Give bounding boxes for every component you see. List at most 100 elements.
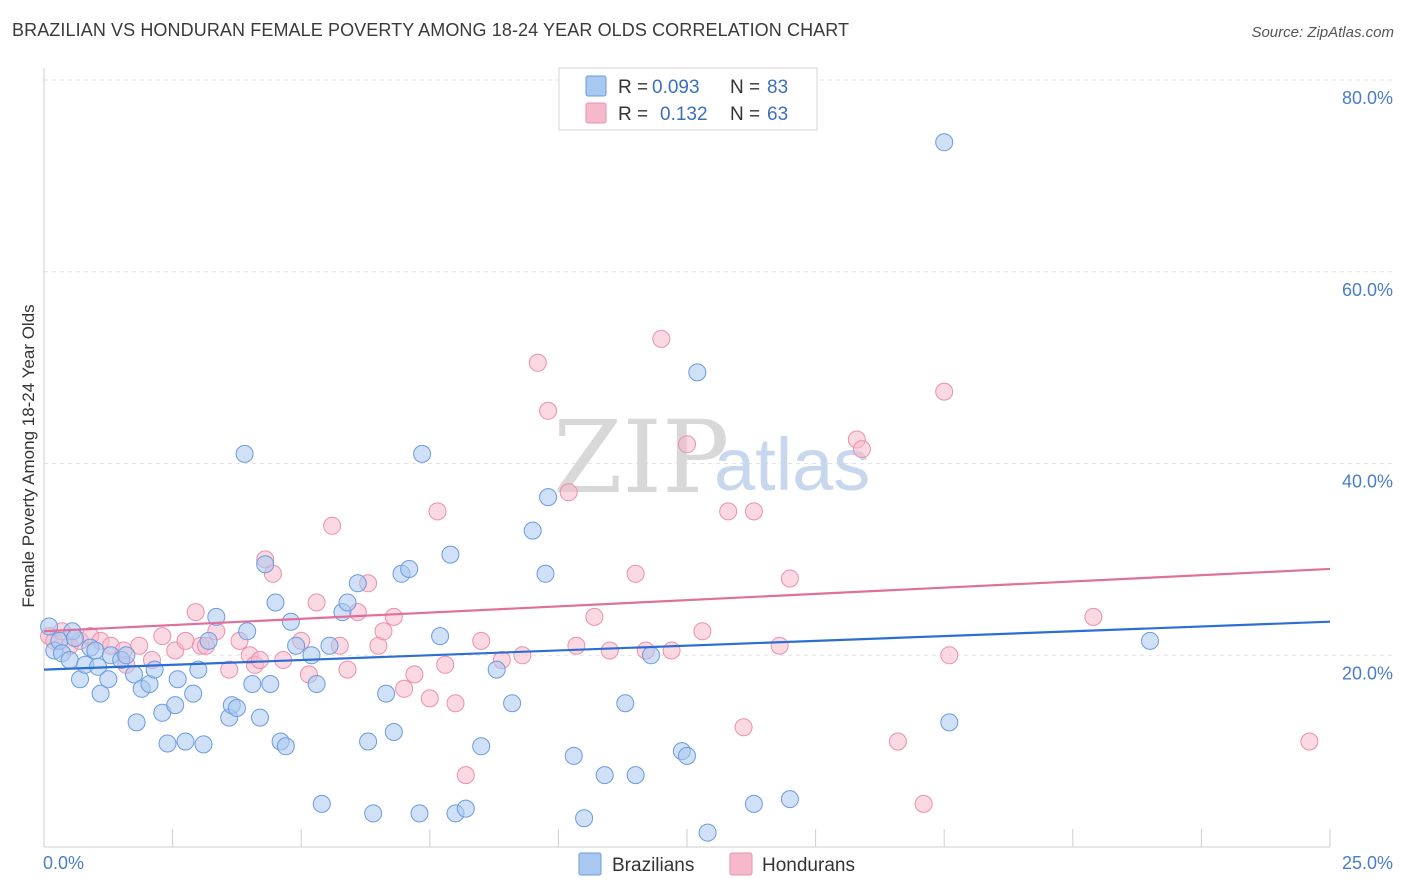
brazilians-point [935, 133, 954, 152]
hondurans-point [153, 627, 172, 646]
brazilians-point [698, 823, 717, 842]
hondurans-point [1300, 732, 1319, 751]
hondurans-point [852, 440, 871, 459]
brazilians-point [40, 617, 59, 636]
correlation-legend: R = 0.093 N = 83 R = 0.132 N = 63 [558, 67, 818, 131]
y-tick-label: 60.0% [1342, 280, 1393, 300]
brazilians-point [312, 794, 331, 813]
brazilians-point [338, 593, 357, 612]
legend-brazilians-r-value: 0.093 [652, 77, 700, 98]
hondurans-point [338, 660, 357, 679]
brazilians-point [384, 723, 403, 741]
brazilians-point [780, 790, 799, 809]
brazilians-point [176, 732, 195, 751]
brazilians-point [194, 735, 213, 754]
brazilians-point [410, 804, 429, 823]
brazilians-point [400, 560, 419, 578]
brazilians-point [564, 746, 583, 765]
hondurans-point [1084, 607, 1103, 626]
brazilians-point [472, 737, 491, 756]
hondurans-point [395, 679, 414, 698]
brazilians-point [688, 363, 707, 382]
brazilians-point [261, 675, 280, 693]
brazilians-point [940, 713, 959, 732]
hondurans-point [600, 641, 619, 660]
brazilians-point [678, 746, 696, 765]
brazilians-point [523, 521, 542, 540]
legend-swatch-brazilians [585, 75, 607, 97]
brazilians-point [456, 799, 475, 818]
legend-hondurans-r-value: 0.132 [660, 104, 708, 125]
hondurans-point [384, 607, 403, 626]
brazilians-point [503, 694, 522, 713]
hondurans-point [652, 329, 671, 348]
brazilians-point [238, 622, 257, 641]
hondurans-point [693, 622, 712, 641]
brazilians-point [266, 593, 285, 612]
brazilians-point [616, 694, 635, 713]
y-tick-label: 40.0% [1342, 472, 1393, 492]
legend-brazilians-n-value: 83 [767, 77, 788, 98]
brazilians-point [539, 488, 558, 507]
brazilians-point [65, 629, 84, 647]
watermark: ZIP atlas [553, 399, 870, 516]
hondurans-point [307, 593, 326, 612]
legend-hondurans-r-label: R = [618, 104, 648, 125]
brazilians-point [276, 737, 295, 756]
brazilians-point [595, 766, 614, 785]
hondurans-point [567, 636, 586, 655]
brazilians-point [413, 444, 432, 463]
hondurans-point [770, 636, 789, 655]
hondurans-point [456, 766, 475, 785]
hondurans-point [780, 569, 799, 588]
hondurans-trend-line [43, 567, 1331, 633]
hondurans-point [436, 655, 455, 674]
brazilians-point [287, 636, 306, 655]
brazilians-point [536, 564, 555, 583]
brazilians-point [348, 574, 367, 593]
brazilians-point [117, 646, 136, 665]
hondurans-point [446, 694, 465, 713]
brazilians-point [158, 734, 177, 753]
series-legend-swatch-brazilians [578, 852, 602, 876]
brazilians-point [487, 660, 506, 679]
brazilians-point [184, 684, 203, 703]
y-tick-label: 20.0% [1342, 663, 1393, 683]
watermark-atlas: atlas [714, 423, 870, 506]
brazilians-point [320, 636, 339, 655]
hondurans-point [220, 660, 239, 679]
brazilians-point [189, 660, 208, 679]
brazilians-point [168, 670, 187, 689]
brazilians-point [1141, 631, 1159, 650]
x-tick-label-min: 0.0% [43, 853, 84, 873]
brazilians-point [302, 646, 321, 665]
x-tick-label-max: 25.0% [1342, 853, 1393, 873]
hondurans-point [374, 622, 393, 641]
brazilians-point [207, 607, 226, 626]
hondurans-point [888, 732, 907, 751]
legend-hondurans-n-value: 63 [767, 104, 788, 125]
brazilians-point [281, 612, 300, 631]
brazilians-point [86, 641, 105, 660]
brazilians-point [166, 696, 185, 715]
hondurans-point [678, 435, 696, 454]
series-legend-swatch-hondurans [729, 852, 753, 876]
hondurans-point [251, 651, 269, 669]
brazilians-point [626, 766, 645, 785]
y-tick-label: 80.0% [1342, 88, 1393, 108]
watermark-zip: ZIP [553, 399, 729, 516]
brazilians-point [642, 646, 660, 665]
brazilians-point [744, 794, 763, 813]
series-legend: Brazilians Hondurans [578, 852, 855, 876]
chart-title: BRAZILIAN VS HONDURAN FEMALE POVERTY AMO… [12, 20, 850, 40]
hondurans-point [935, 382, 954, 401]
brazilians-point [235, 444, 254, 463]
brazilians-point [91, 684, 110, 703]
brazilians-point [307, 675, 326, 693]
hondurans-point [428, 502, 447, 521]
brazilians-point [127, 713, 146, 732]
hondurans-point [662, 641, 681, 660]
brazilians-point [364, 804, 383, 823]
brazilians-point [377, 684, 396, 703]
